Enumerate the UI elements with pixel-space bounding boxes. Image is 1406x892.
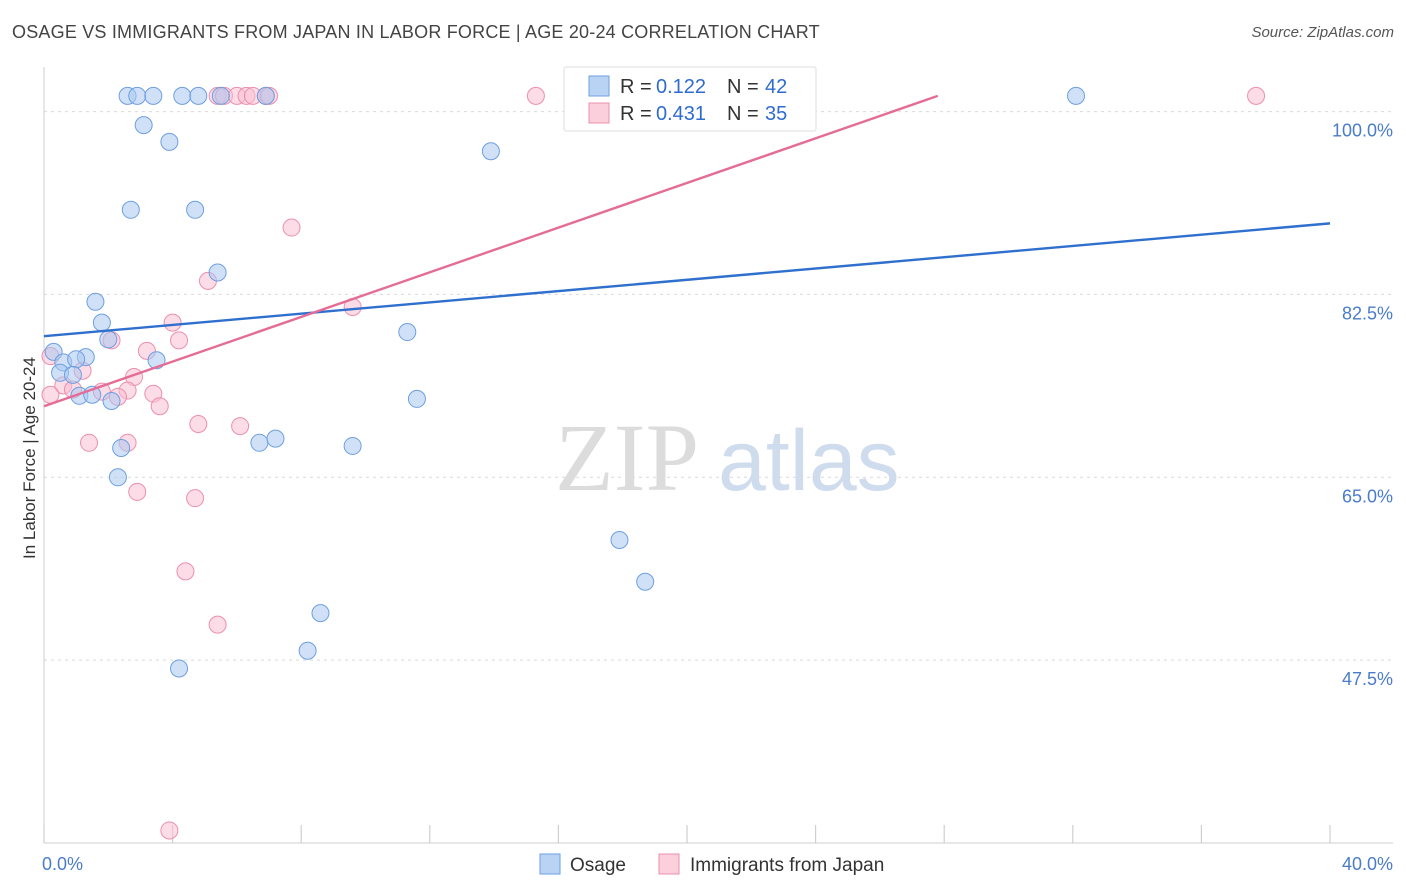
series-osage-points: [44, 86, 1086, 678]
bottom-legend: Osage Immigrants from Japan: [539, 853, 884, 876]
legend-r-label-osage: R =: [620, 76, 652, 98]
y-axis-title: In Labor Force | Age 20-24: [20, 357, 39, 559]
stats-legend: R = 0.122 N = 42 R = 0.431 N = 35: [563, 66, 817, 132]
legend-n-label-osage: N =: [727, 76, 759, 98]
data-point: [526, 86, 545, 105]
legend-n-value-japan: 35: [765, 103, 787, 125]
data-point: [128, 86, 147, 105]
data-point: [176, 562, 195, 581]
bottom-legend-label-osage: Osage: [570, 855, 626, 876]
x-tick-labels: 0.0% 40.0%: [42, 854, 1393, 874]
data-point: [186, 489, 205, 508]
data-point: [189, 86, 208, 105]
data-point: [231, 417, 250, 436]
legend-n-label-japan: N =: [727, 103, 759, 125]
y-tick-label-2: 82.5%: [1342, 303, 1393, 323]
data-point: [189, 414, 208, 433]
data-point: [343, 436, 362, 455]
data-point: [112, 439, 131, 458]
trend-line-japan: [43, 94, 939, 408]
data-point: [121, 200, 140, 219]
data-point: [610, 530, 629, 549]
data-point: [1247, 86, 1266, 105]
data-point: [1067, 86, 1086, 105]
data-point: [256, 86, 275, 105]
trend-lines: [43, 94, 1331, 408]
legend-swatch-japan: [588, 102, 610, 124]
data-point: [108, 468, 127, 487]
data-point: [67, 350, 86, 369]
legend-r-label-japan: R =: [620, 103, 652, 125]
data-point: [311, 604, 330, 623]
source-label: Source: ZipAtlas.com: [1251, 24, 1394, 41]
data-point: [250, 433, 269, 452]
data-point: [481, 142, 500, 161]
data-point: [144, 86, 163, 105]
watermark-zip: ZIP: [555, 404, 699, 511]
data-point: [134, 116, 153, 135]
data-point: [398, 323, 417, 342]
legend-r-value-osage: 0.122: [656, 76, 706, 98]
y-tick-label-1: 65.0%: [1342, 486, 1393, 506]
data-point: [173, 86, 192, 105]
x-tick-label-max: 40.0%: [1342, 854, 1393, 874]
data-point: [186, 200, 205, 219]
watermark: ZIP atlas: [555, 404, 900, 511]
data-point: [636, 572, 655, 591]
axes: [43, 67, 1393, 844]
data-point: [170, 659, 189, 678]
legend-swatch-osage: [588, 75, 610, 97]
bottom-legend-label-japan: Immigrants from Japan: [690, 855, 884, 876]
watermark-atlas: atlas: [718, 413, 900, 509]
bottom-legend-swatch-osage: [539, 853, 561, 875]
bottom-legend-swatch-japan: [658, 853, 680, 875]
data-point: [99, 330, 118, 349]
data-point: [170, 331, 189, 350]
data-point: [160, 821, 179, 840]
data-point: [163, 313, 182, 332]
data-point: [86, 292, 105, 311]
x-tick-label-min: 0.0%: [42, 854, 83, 874]
data-point: [92, 313, 111, 332]
data-point: [266, 429, 285, 448]
data-point: [102, 392, 121, 411]
data-point: [282, 218, 301, 237]
data-point: [298, 641, 317, 660]
y-tick-label-3: 100.0%: [1332, 121, 1393, 141]
data-point: [160, 132, 179, 151]
chart-title: OSAGE VS IMMIGRANTS FROM JAPAN IN LABOR …: [12, 22, 820, 42]
data-point: [407, 389, 426, 408]
legend-n-value-osage: 42: [765, 76, 787, 98]
y-tick-label-0: 47.5%: [1342, 669, 1393, 689]
data-point: [80, 433, 99, 452]
y-tick-labels: 47.5% 65.0% 82.5% 100.0%: [1332, 121, 1393, 690]
legend-r-value-japan: 0.431: [656, 103, 706, 125]
data-point: [128, 482, 147, 501]
data-point: [211, 86, 230, 105]
data-point: [208, 263, 227, 282]
trend-line-osage: [43, 222, 1331, 338]
data-point: [208, 615, 227, 634]
data-point: [63, 365, 82, 384]
grid: [44, 111, 1393, 661]
data-point: [150, 397, 169, 416]
